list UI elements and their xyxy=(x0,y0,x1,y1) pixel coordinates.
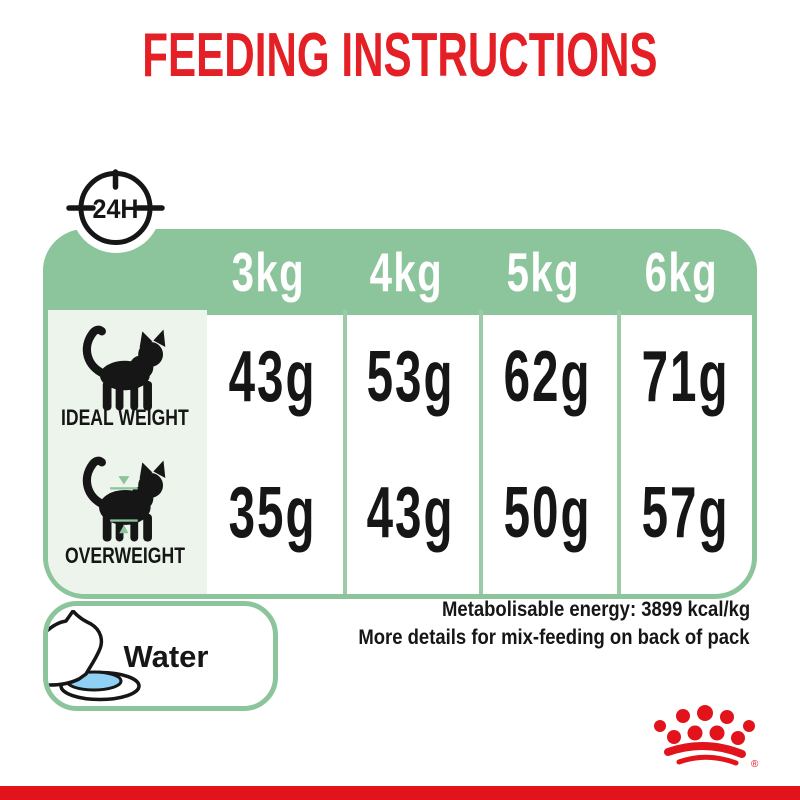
page-title: FEEDING INSTRUCTIONS xyxy=(0,20,800,91)
ration-cell: 71g xyxy=(642,337,730,417)
ration-cell: 35g xyxy=(229,473,317,553)
royal-canin-crown-logo: ® xyxy=(654,705,759,770)
slimming-arrows xyxy=(110,476,138,534)
ration-cell: 57g xyxy=(642,473,730,553)
energy-note: Metabolisable energy: 3899 kcal/kg xyxy=(441,598,750,621)
ration-cell: 43g xyxy=(229,337,317,417)
cat-head-outline xyxy=(48,610,104,687)
ration-cell: 62g xyxy=(504,337,592,417)
24h-clock-icon: 24H xyxy=(66,169,165,245)
water-box: Water xyxy=(43,601,278,711)
row-label-overweight: OVERWEIGHT xyxy=(65,543,185,568)
feeding-notes: Metabolisable energy: 3899 kcal/kg More … xyxy=(290,597,750,653)
registered-trademark-symbol: ® xyxy=(751,759,759,770)
ration-cell: 53g xyxy=(367,337,455,417)
page-title-text: FEEDING INSTRUCTIONS xyxy=(142,21,658,90)
bottom-red-bar xyxy=(0,786,800,800)
feeding-table: 3kg 4kg 5kg 6kg IDEAL WEIGHT 43g 53g xyxy=(43,229,757,599)
column-header-3kg: 3kg xyxy=(231,241,305,303)
cat-ideal-weight-icon xyxy=(82,325,166,411)
column-divider xyxy=(617,310,621,594)
row-label-column xyxy=(48,310,207,594)
cat-drinking-water-icon xyxy=(48,610,141,702)
ration-cell: 50g xyxy=(504,473,592,553)
column-header-6kg: 6kg xyxy=(644,241,718,303)
clock-24h-label: 24H xyxy=(93,194,139,224)
ration-cell: 43g xyxy=(367,473,455,553)
cat-overweight-icon xyxy=(82,456,166,542)
column-header-5kg: 5kg xyxy=(506,241,580,303)
row-label-ideal-weight: IDEAL WEIGHT xyxy=(61,405,189,430)
column-divider xyxy=(343,310,347,594)
water-label: Water xyxy=(123,639,209,674)
table-header: 3kg 4kg 5kg 6kg xyxy=(43,229,757,315)
column-header-4kg: 4kg xyxy=(369,241,443,303)
column-divider xyxy=(479,310,483,594)
mix-feeding-note: More details for mix-feeding on back of … xyxy=(358,626,750,649)
